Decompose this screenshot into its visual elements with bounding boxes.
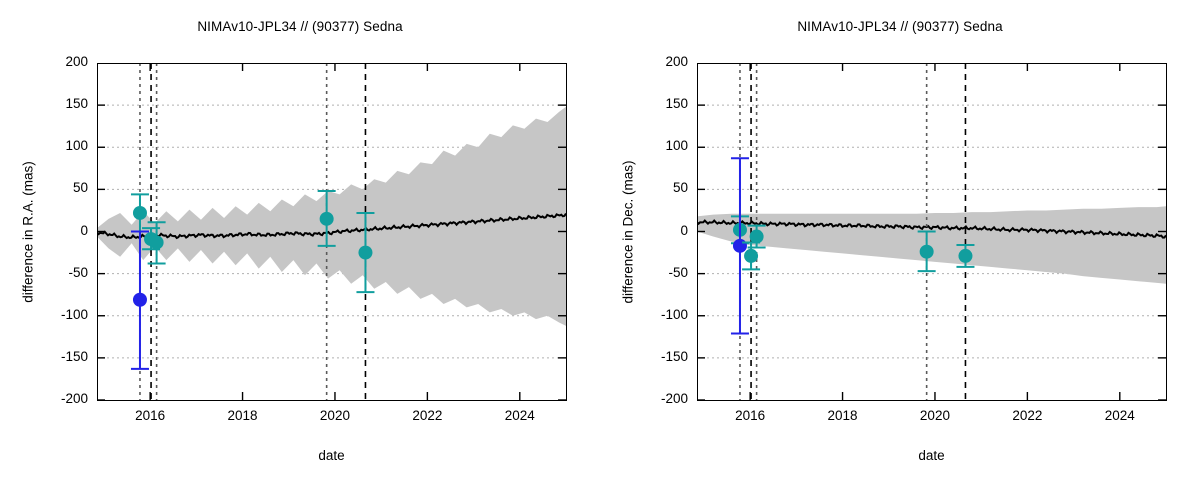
observation-point[interactable] <box>356 211 375 294</box>
data-marker <box>132 292 147 307</box>
observation-point[interactable] <box>956 243 975 268</box>
x-axis-label: date <box>918 448 945 463</box>
x-tick-label: 2016 <box>135 408 166 423</box>
y-tick-label: 0 <box>80 222 88 238</box>
y-tick-label: -100 <box>660 306 688 322</box>
x-tick-label: 2018 <box>227 408 258 423</box>
panel-right-ascension: NIMAv10-JPL34 // (90377) Sedna differenc… <box>20 19 567 463</box>
plot-canvas <box>97 63 566 400</box>
y-tick-label: -50 <box>68 264 88 280</box>
x-tick-label: 2020 <box>319 408 350 423</box>
observation-point[interactable] <box>130 230 149 370</box>
ephemeris-difference-curve <box>697 219 1166 239</box>
y-tick-label: -100 <box>60 306 88 322</box>
data-marker <box>358 245 373 260</box>
data-marker <box>919 244 934 259</box>
x-axis-label: date <box>318 448 345 463</box>
data-marker <box>319 211 334 226</box>
data-marker <box>744 248 759 263</box>
data-marker <box>149 235 164 250</box>
y-axis-label: difference in R.A. (mas) <box>20 160 36 303</box>
panel-title: NIMAv10-JPL34 // (90377) Sedna <box>797 19 1003 34</box>
y-tick-label: 200 <box>65 54 88 69</box>
plot-area <box>697 63 1166 400</box>
y-axis-label: difference in Dec. (mas) <box>620 159 636 304</box>
data-marker <box>749 229 764 244</box>
x-tick-label: 2016 <box>735 408 766 423</box>
y-tick-label: 150 <box>65 96 88 112</box>
x-tick-label: 2020 <box>919 408 950 423</box>
y-tick-label: 150 <box>665 96 688 112</box>
y-tick-label: 50 <box>672 180 688 196</box>
axes-frame <box>97 63 567 401</box>
y-tick-label: -50 <box>668 264 688 280</box>
y-tick-label: 0 <box>680 222 688 238</box>
ephemeris-difference-curve <box>97 212 566 240</box>
data-marker <box>132 205 147 220</box>
x-tick-label: 2018 <box>827 408 858 423</box>
observation-point[interactable] <box>147 221 166 265</box>
y-tick-label: 100 <box>65 138 88 154</box>
y-tick-label: 50 <box>72 180 88 196</box>
y-tick-label: -150 <box>660 348 688 364</box>
y-tick-label: -150 <box>60 348 88 364</box>
y-tick-label: -200 <box>660 391 688 406</box>
plot-area <box>97 63 566 400</box>
observation-point[interactable] <box>317 190 336 247</box>
panel-declination: NIMAv10-JPL34 // (90377) Sedna differenc… <box>600 0 1200 480</box>
y-tick-label: 100 <box>665 138 688 154</box>
y-tick-label: 200 <box>665 54 688 69</box>
observation-point[interactable] <box>917 230 936 273</box>
y-tick-label: -200 <box>60 391 88 406</box>
axes-frame <box>697 63 1167 401</box>
data-marker <box>958 248 973 263</box>
observation-point[interactable] <box>747 224 766 249</box>
x-tick-label: 2024 <box>1104 408 1135 423</box>
plot-canvas <box>697 63 1166 400</box>
x-tick-label: 2022 <box>1012 408 1043 423</box>
x-tick-label: 2024 <box>504 408 535 423</box>
x-tick-label: 2022 <box>412 408 443 423</box>
panel-title: NIMAv10-JPL34 // (90377) Sedna <box>197 19 403 34</box>
